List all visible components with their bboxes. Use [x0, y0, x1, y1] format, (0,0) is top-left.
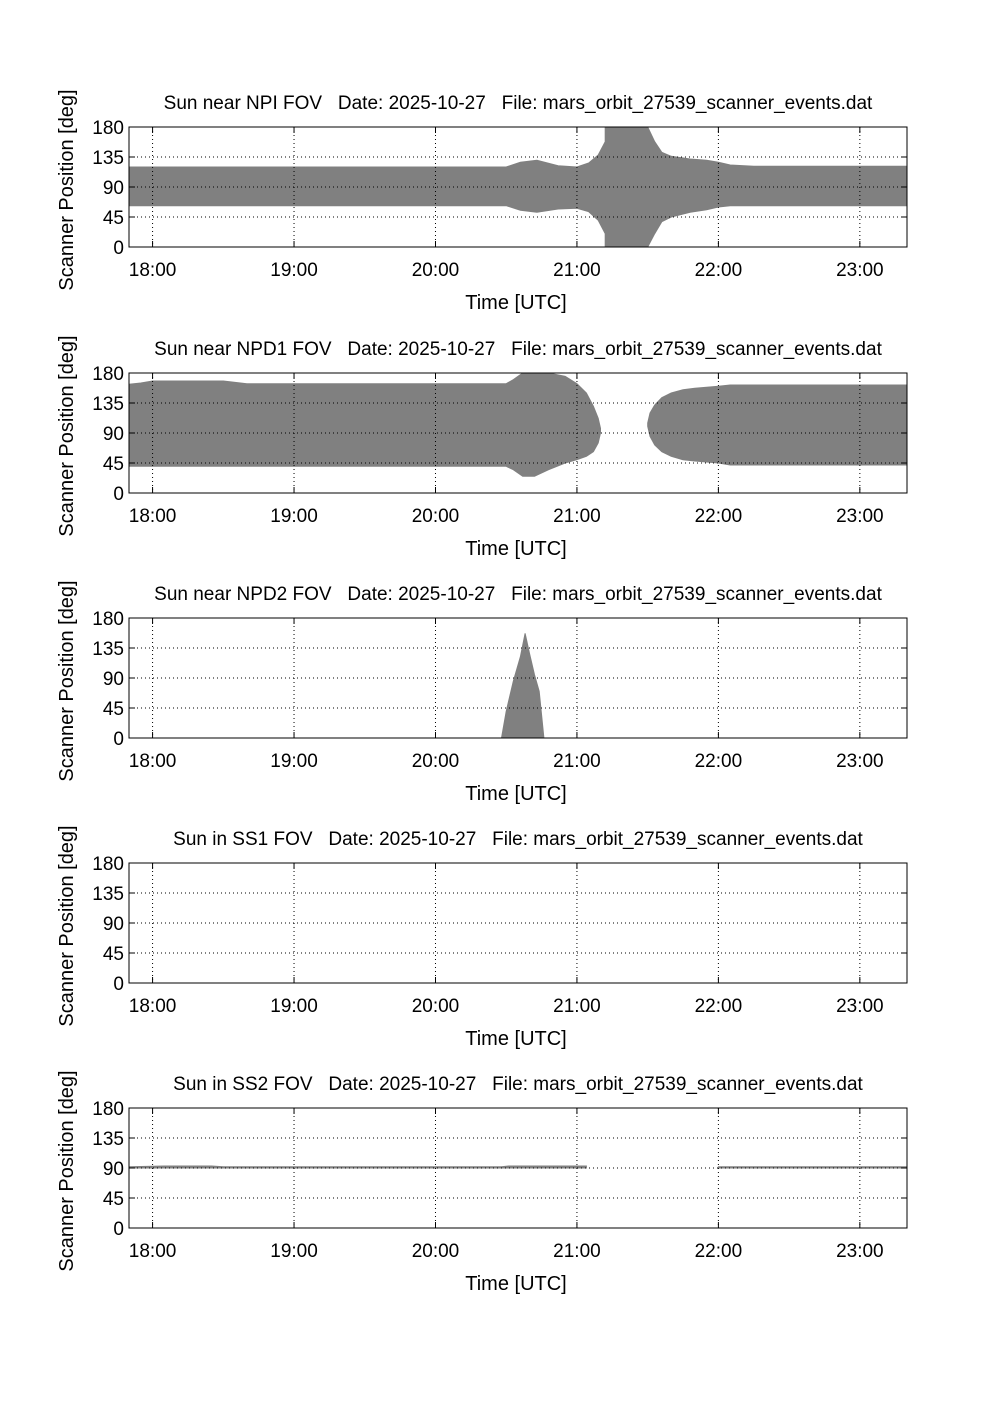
chart-title: Sun near NPI FOV Date: 2025-10-27 File: …	[164, 93, 873, 114]
chart-panel-3: Sun near NPD2 FOV Date: 2025-10-27 File:…	[56, 580, 908, 805]
y-tick-label: 0	[113, 729, 124, 750]
x-tick-label: 23:00	[836, 996, 884, 1017]
y-tick-label: 90	[103, 914, 124, 935]
x-axis-label: Time [UTC]	[465, 1028, 566, 1050]
y-axis-label: Scanner Position [deg]	[56, 580, 78, 781]
sun-region-1	[500, 633, 545, 738]
x-tick-label: 21:00	[553, 751, 601, 772]
x-tick-label: 21:00	[553, 996, 601, 1017]
y-tick-label: 0	[113, 238, 124, 259]
x-tick-label: 19:00	[270, 260, 318, 281]
y-tick-label: 45	[103, 699, 124, 720]
chart-title: Sun near NPD2 FOV Date: 2025-10-27 File:…	[154, 584, 882, 605]
y-tick-label: 180	[92, 364, 124, 385]
x-tick-label: 23:00	[836, 260, 884, 281]
x-tick-label: 18:00	[129, 1241, 177, 1262]
x-axis-label: Time [UTC]	[465, 292, 566, 314]
x-tick-label: 22:00	[695, 996, 743, 1017]
x-tick-label: 21:00	[553, 1241, 601, 1262]
x-tick-label: 23:00	[836, 751, 884, 772]
chart-title: Sun in SS1 FOV Date: 2025-10-27 File: ma…	[173, 829, 863, 850]
y-tick-label: 180	[92, 118, 124, 139]
y-tick-label: 90	[103, 178, 124, 199]
x-tick-label: 22:00	[695, 506, 743, 527]
chart-title: Sun near NPD1 FOV Date: 2025-10-27 File:…	[154, 339, 882, 360]
y-tick-label: 135	[92, 1129, 124, 1150]
y-tick-label: 180	[92, 854, 124, 875]
x-tick-label: 20:00	[412, 1241, 460, 1262]
x-tick-label: 19:00	[270, 751, 318, 772]
sun-region-2	[647, 384, 907, 466]
x-tick-label: 23:00	[836, 1241, 884, 1262]
sun-region-2	[717, 1166, 907, 1169]
x-tick-label: 22:00	[695, 260, 743, 281]
x-tick-label: 21:00	[553, 260, 601, 281]
y-axis-label: Scanner Position [deg]	[56, 1070, 78, 1271]
x-tick-label: 22:00	[695, 1241, 743, 1262]
x-axis-label: Time [UTC]	[465, 1273, 566, 1295]
y-tick-label: 90	[103, 424, 124, 445]
y-tick-label: 135	[92, 394, 124, 415]
y-tick-label: 45	[103, 208, 124, 229]
y-tick-label: 135	[92, 148, 124, 169]
x-tick-label: 18:00	[129, 260, 177, 281]
x-tick-label: 22:00	[695, 751, 743, 772]
chart-panel-4: Sun in SS1 FOV Date: 2025-10-27 File: ma…	[56, 825, 908, 1050]
x-tick-label: 20:00	[412, 996, 460, 1017]
sun-region-1	[129, 373, 601, 477]
x-axis-label: Time [UTC]	[465, 538, 566, 560]
y-tick-label: 180	[92, 1099, 124, 1120]
y-tick-label: 45	[103, 454, 124, 475]
x-tick-label: 20:00	[412, 751, 460, 772]
chart-panel-2: Sun near NPD1 FOV Date: 2025-10-27 File:…	[56, 335, 908, 560]
y-axis-label: Scanner Position [deg]	[56, 825, 78, 1026]
y-tick-label: 45	[103, 944, 124, 965]
x-tick-label: 20:00	[412, 260, 460, 281]
chart-panel-5: Sun in SS2 FOV Date: 2025-10-27 File: ma…	[56, 1070, 908, 1295]
y-tick-label: 90	[103, 669, 124, 690]
x-axis-label: Time [UTC]	[465, 783, 566, 805]
sun-region-1	[129, 1165, 587, 1169]
y-axis-label: Scanner Position [deg]	[56, 89, 78, 290]
chart-title: Sun in SS2 FOV Date: 2025-10-27 File: ma…	[173, 1074, 863, 1095]
x-tick-label: 23:00	[836, 506, 884, 527]
y-tick-label: 45	[103, 1189, 124, 1210]
chart-panel-1: Sun near NPI FOV Date: 2025-10-27 File: …	[56, 89, 908, 314]
x-tick-label: 18:00	[129, 751, 177, 772]
y-tick-label: 0	[113, 484, 124, 505]
y-tick-label: 135	[92, 639, 124, 660]
y-tick-label: 0	[113, 1219, 124, 1240]
x-tick-label: 19:00	[270, 1241, 318, 1262]
x-tick-label: 21:00	[553, 506, 601, 527]
x-tick-label: 18:00	[129, 506, 177, 527]
x-tick-label: 19:00	[270, 506, 318, 527]
y-axis-label: Scanner Position [deg]	[56, 335, 78, 536]
x-tick-label: 19:00	[270, 996, 318, 1017]
y-tick-label: 0	[113, 974, 124, 995]
y-tick-label: 135	[92, 884, 124, 905]
x-tick-label: 18:00	[129, 996, 177, 1017]
x-tick-label: 20:00	[412, 506, 460, 527]
y-tick-label: 180	[92, 609, 124, 630]
y-tick-label: 90	[103, 1159, 124, 1180]
